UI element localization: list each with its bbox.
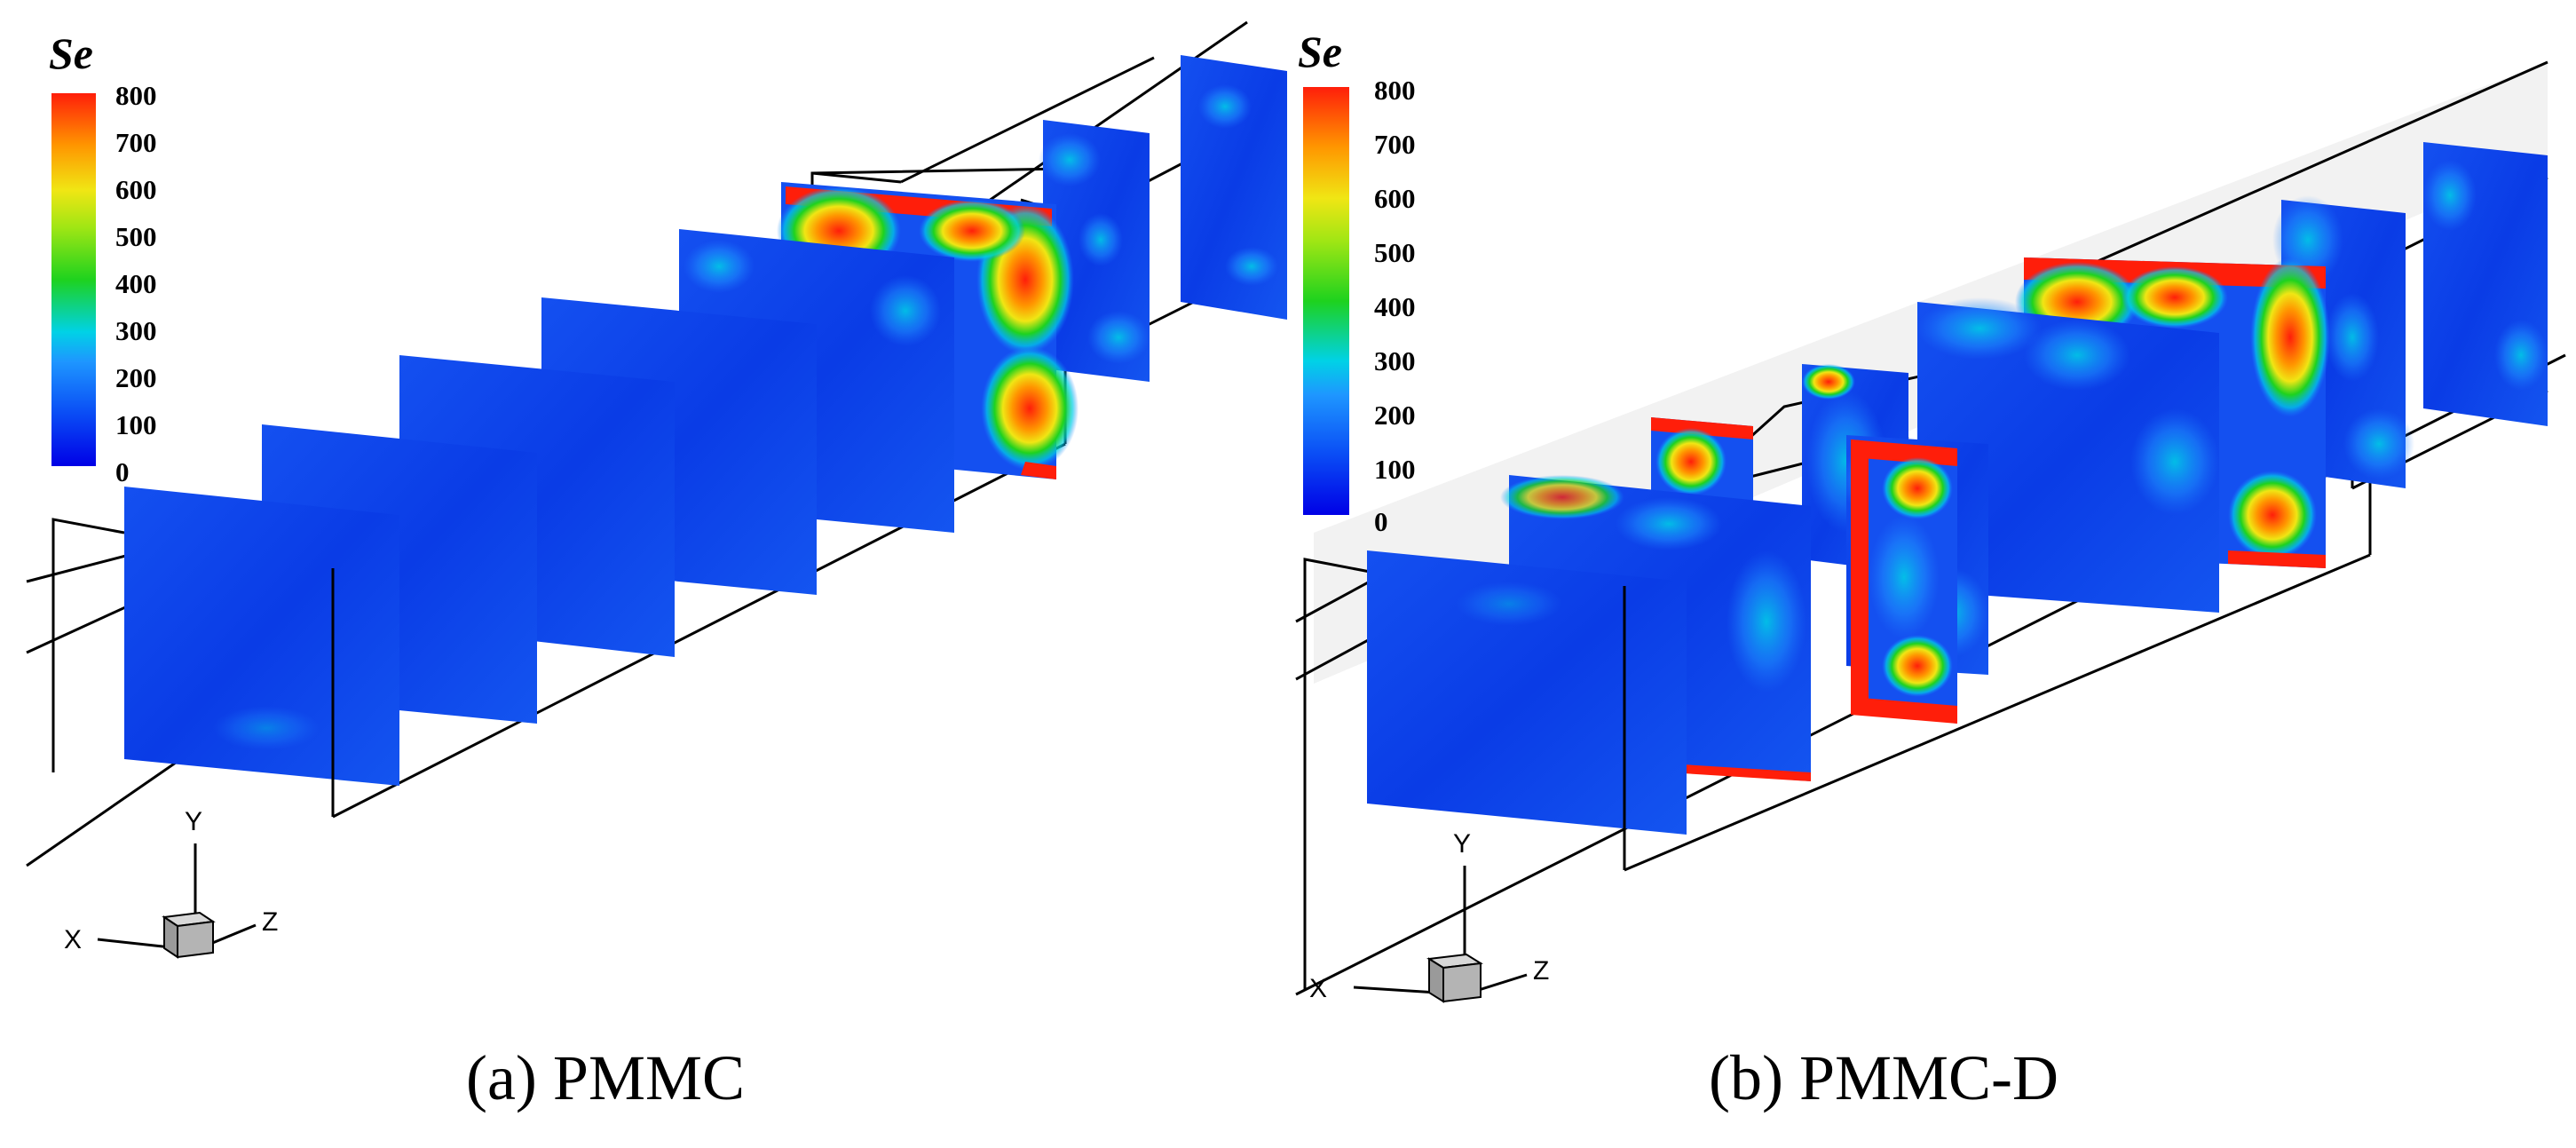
- axis-a-z-label: Z: [262, 907, 278, 937]
- colorbar-b-title: Se: [1298, 27, 1342, 76]
- cross-section-a-8: [1181, 55, 1287, 320]
- colorbar-b-tick-800: 800: [1374, 75, 1416, 106]
- colorbar-b-scale: [1303, 87, 1349, 515]
- colorbar-b-tick-400: 400: [1374, 291, 1416, 322]
- colorbar-a-title: Se: [49, 28, 93, 78]
- axis-a-x-label: X: [64, 925, 82, 954]
- panel-a: Se 800 700 600 500 400 300 200 100 0 Y X…: [26, 20, 1287, 1113]
- cross-section-b-hot-strip: [1851, 439, 1957, 724]
- colorbar-b-tick-700: 700: [1374, 129, 1416, 160]
- axis-a-y-label: Y: [185, 807, 202, 836]
- axis-b-z-label: Z: [1533, 956, 1549, 986]
- colorbar-a-tick-200: 200: [115, 362, 157, 393]
- colorbar-a-tick-300: 300: [115, 315, 157, 346]
- colorbar-b-tick-300: 300: [1374, 345, 1416, 376]
- cross-section-a-7: [1039, 120, 1150, 382]
- panel-b: Se 800 700 600 500 400 300 200 100 0 Y X…: [1295, 27, 2566, 1113]
- colorbar-b-tick-100: 100: [1374, 454, 1416, 485]
- colorbar-a: Se 800 700 600 500 400 300 200 100 0: [49, 28, 157, 487]
- cross-section-b-1: [1367, 550, 1687, 835]
- colorbar-a-tick-800: 800: [115, 80, 157, 111]
- colorbar-a-tick-700: 700: [115, 127, 157, 158]
- cross-section-a-1: [124, 487, 399, 786]
- axis-b-x-label: X: [1309, 974, 1327, 1003]
- colorbar-b-tick-600: 600: [1374, 183, 1416, 214]
- cross-section-b-2b: [1651, 417, 1753, 515]
- colorbar-a-tick-100: 100: [115, 409, 157, 440]
- colorbar-a-tick-0: 0: [115, 456, 130, 487]
- colorbar-a-tick-400: 400: [115, 268, 157, 299]
- colorbar-b: Se 800 700 600 500 400 300 200 100 0: [1298, 27, 1416, 537]
- cross-section-b-8: [2423, 142, 2548, 426]
- caption-b: (b) PMMC-D: [1709, 1042, 2058, 1113]
- cross-section-b-5: [1917, 297, 2219, 613]
- axis-triad-b: Y X Z: [1309, 829, 1549, 1003]
- colorbar-a-tick-600: 600: [115, 174, 157, 205]
- colorbar-a-scale: [51, 93, 96, 466]
- colorbar-b-tick-0: 0: [1374, 506, 1388, 537]
- axis-triad-a: Y X Z: [64, 807, 278, 959]
- caption-a: (a) PMMC: [466, 1042, 745, 1113]
- axis-b-y-label: Y: [1453, 829, 1471, 859]
- colorbar-b-tick-500: 500: [1374, 237, 1416, 268]
- colorbar-a-tick-500: 500: [115, 221, 157, 252]
- colorbar-b-tick-200: 200: [1374, 400, 1416, 431]
